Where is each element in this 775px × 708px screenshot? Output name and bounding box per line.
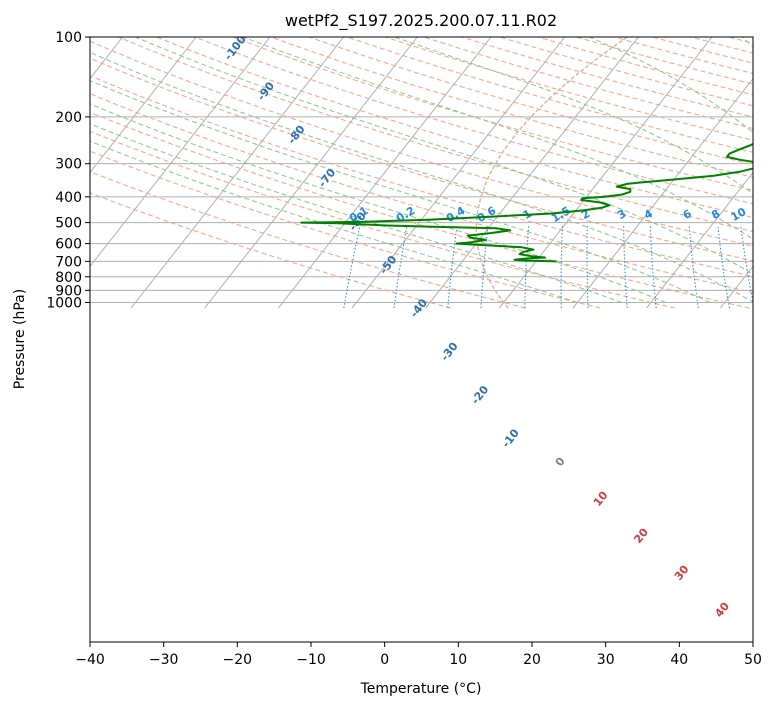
y-tick-label: 300 — [55, 157, 82, 173]
y-tick-label: 900 — [55, 283, 82, 299]
moist-adiabat-line — [90, 140, 578, 303]
dry-adiabat-line — [767, 37, 775, 308]
isotherm-line — [277, 37, 492, 309]
y-axis-label: Pressure (hPa) — [12, 289, 28, 389]
isotherm-label: -40 — [408, 296, 431, 320]
isotherm-line — [425, 37, 639, 309]
isotherm-label: -80 — [285, 123, 308, 147]
isotherm-line — [498, 37, 713, 309]
x-tick-label: 40 — [670, 652, 688, 668]
mixing-ratio-line — [586, 224, 589, 309]
x-axis-label: Temperature (°C) — [360, 681, 482, 697]
dry-adiabat-line — [90, 93, 753, 293]
y-tick-label: 800 — [55, 270, 82, 286]
chart-title: wetPf2_S197.2025.200.07.11.R02 — [285, 11, 557, 31]
isotherm-label: -70 — [316, 166, 339, 190]
isotherm-line — [572, 77, 753, 309]
moist-adiabat-line — [90, 103, 666, 303]
mixing-ratio-line — [447, 224, 458, 309]
dry-adiabat-line — [90, 111, 750, 309]
mixing-ratio-line — [740, 224, 753, 305]
x-tick-label: 30 — [597, 652, 615, 668]
dry-adiabat-line — [614, 37, 753, 74]
mixing-ratio-line — [717, 224, 730, 309]
x-tick-label: 10 — [449, 652, 467, 668]
dry-adiabat-line — [90, 130, 676, 309]
dry-adiabat-line — [90, 75, 753, 278]
mixing-ratio-label: 0.2 — [394, 204, 417, 225]
dry-adiabat-line — [232, 37, 753, 191]
mixing-ratio-label: 13 — [756, 205, 775, 224]
isotherm-label: 20 — [631, 526, 651, 546]
y-tick-label: 400 — [55, 190, 82, 206]
dry-adiabat-line — [347, 37, 753, 153]
y-tick-label: 600 — [55, 237, 82, 253]
isotherm-line — [130, 37, 345, 309]
x-tick-label: 0 — [380, 652, 389, 668]
dry-adiabat-line — [90, 150, 601, 309]
dry-adiabat-line — [194, 37, 753, 205]
y-tick-label: 500 — [55, 216, 82, 232]
isotherm-line — [351, 37, 566, 309]
isotherm-curve-line — [475, 37, 628, 309]
x-tick-label: −30 — [149, 652, 179, 668]
isotherm-line — [90, 37, 271, 268]
dry-adiabat-line — [90, 40, 753, 247]
isotherm-label: 0 — [553, 455, 568, 469]
mixing-ratio-line — [480, 224, 489, 309]
dry-adiabat-line — [270, 37, 753, 178]
dry-adiabat-line — [90, 171, 526, 309]
dry-adiabat-line — [90, 57, 753, 262]
isotherm-label: -90 — [255, 79, 278, 103]
mixing-ratio-label: 3 — [615, 207, 628, 222]
mixing-ratio-label: 0.4 — [444, 204, 468, 225]
isotherm-line — [646, 171, 753, 309]
y-tick-label: 1000 — [46, 296, 82, 312]
moist-adiabat-line — [135, 37, 753, 275]
mixing-ratio-label: 10 — [729, 205, 749, 224]
mixing-ratio-line — [768, 225, 775, 308]
y-tick-label: 200 — [55, 110, 82, 126]
isotherm-label: -10 — [499, 426, 522, 450]
isotherm-label: 10 — [591, 489, 611, 509]
mixing-ratio-line — [560, 224, 563, 309]
dry-adiabat-line — [156, 37, 753, 218]
x-tick-label: 50 — [744, 652, 762, 668]
dry-adiabat-line — [118, 37, 753, 233]
dry-adiabat-line — [90, 192, 451, 309]
x-tick-label: 20 — [523, 652, 541, 668]
isotherm-label: -20 — [469, 383, 492, 407]
mixing-ratio-label: 6 — [681, 207, 694, 222]
moist-adiabat-line — [90, 123, 622, 303]
x-tick-label: −10 — [296, 652, 326, 668]
y-tick-label: 100 — [55, 30, 82, 46]
mixing-ratio-line — [343, 224, 361, 309]
x-tick-label: −40 — [75, 652, 105, 668]
dry-adiabat-line — [308, 37, 753, 166]
mixing-ratio-line — [393, 224, 408, 309]
mixing-ratio-label: 1.5 — [549, 204, 572, 225]
isotherm-label: 30 — [672, 563, 692, 583]
x-tick-label: −20 — [223, 652, 253, 668]
dewpoint-profile-line — [300, 142, 753, 263]
isotherm-line — [204, 37, 418, 309]
isotherm-label: 40 — [712, 600, 732, 620]
moist-adiabat-line — [242, 37, 753, 240]
moist-adiabat-line — [90, 51, 753, 303]
mixing-ratio-label: 4 — [642, 207, 655, 222]
dry-adiabat-line — [652, 37, 753, 64]
plot-frame — [89, 36, 754, 643]
y-tick-label: 700 — [55, 254, 82, 270]
isotherm-label: -30 — [438, 340, 461, 364]
isotherm-label: -50 — [377, 253, 400, 277]
isotherm-line — [90, 37, 197, 174]
isotherm-line — [0, 37, 49, 308]
